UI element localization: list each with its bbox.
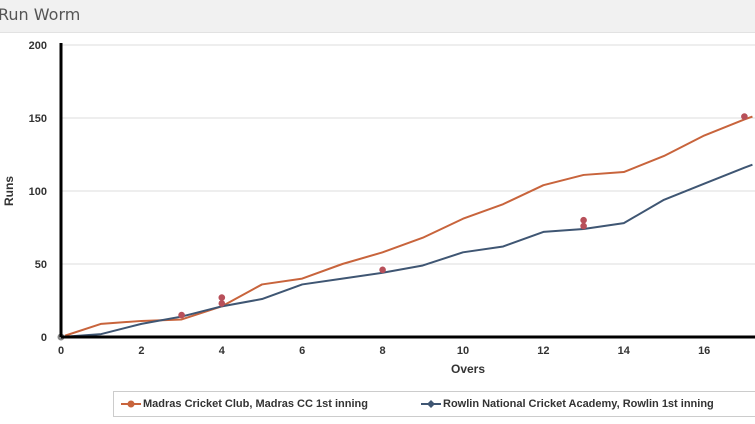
- y-tick-label: 50: [35, 259, 47, 271]
- legend-item-madras[interactable]: Madras Cricket Club, Madras CC 1st innin…: [143, 398, 368, 410]
- x-tick-label: 0: [58, 345, 64, 357]
- y-tick-label: 200: [29, 40, 47, 52]
- x-axis-title: Overs: [451, 362, 485, 376]
- chart-title: Run Worm: [0, 5, 81, 24]
- y-tick-label: 100: [29, 186, 47, 198]
- axes: [59, 43, 755, 339]
- legend-symbol-rowlin[interactable]: [420, 398, 442, 410]
- x-tick-label: 2: [138, 345, 144, 357]
- legend: Madras Cricket Club, Madras CC 1st innin…: [113, 391, 755, 417]
- x-tick-label: 14: [618, 345, 631, 357]
- wicket-marker: [178, 311, 185, 319]
- y-tick-label: 150: [29, 113, 47, 125]
- x-tick-label: 12: [537, 345, 549, 357]
- wicket-markers: [56, 113, 748, 342]
- y-tick-labels: 0 50 100 150 200: [29, 40, 47, 344]
- wicket-marker: [218, 300, 226, 307]
- title-bar: Run Worm: [0, 0, 755, 33]
- y-axis-title: Runs: [2, 176, 16, 206]
- run-worm-chart: 0 50 100 150 200 0 2 4 6 8 10 12 14 16 Overs Runs: [2, 40, 755, 376]
- x-tick-label: 8: [380, 345, 386, 357]
- wicket-marker: [580, 222, 587, 230]
- wicket-marker: [379, 266, 386, 274]
- legend-symbol-madras[interactable]: [120, 398, 142, 410]
- x-tick-label: 4: [219, 345, 226, 357]
- x-tick-labels: 0 2 4 6 8 10 12 14 16: [58, 345, 710, 357]
- wicket-marker: [580, 216, 587, 224]
- x-tick-label: 16: [698, 345, 710, 357]
- y-tick-label: 0: [41, 332, 47, 344]
- x-tick-label: 10: [457, 345, 469, 357]
- wicket-marker: [218, 294, 226, 301]
- series-line-madras: [60, 115, 753, 338]
- wicket-marker: [741, 113, 748, 120]
- legend-item-rowlin[interactable]: Rowlin National Cricket Academy, Rowlin …: [443, 398, 714, 410]
- series-group: [60, 115, 753, 338]
- x-tick-label: 6: [299, 345, 305, 357]
- grid: [61, 44, 755, 338]
